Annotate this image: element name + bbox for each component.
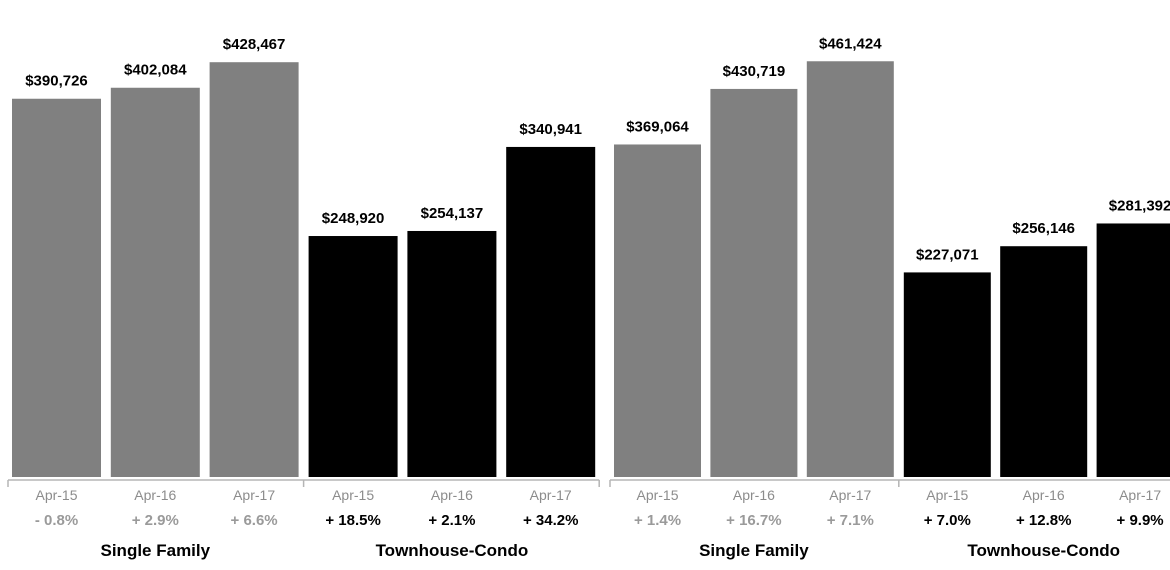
bar-townhouse-condo-0-1 <box>407 230 497 477</box>
percent-change-label: + 12.8% <box>1016 512 1071 529</box>
percent-change-label: + 18.5% <box>325 512 380 529</box>
bar-townhouse-condo-1-1 <box>1000 246 1088 477</box>
percent-change-label: + 2.9% <box>132 512 179 529</box>
bar-townhouse-condo-0-0 <box>308 236 398 477</box>
bar-single-family-1-1 <box>710 88 798 477</box>
value-label: $256,146 <box>1012 220 1075 237</box>
percent-change-label: + 34.2% <box>523 512 578 529</box>
x-tick-label: Apr-17 <box>1119 487 1161 503</box>
percent-change-label: + 9.9% <box>1117 512 1164 529</box>
value-label: $369,064 <box>626 118 689 135</box>
bar-townhouse-condo-1-0 <box>903 272 991 477</box>
value-label: $402,084 <box>124 62 187 79</box>
value-label: $281,392 <box>1109 197 1170 214</box>
value-label: $340,941 <box>519 121 582 138</box>
group-label: Single Family <box>101 541 211 560</box>
group-label: Townhouse-Condo <box>376 541 529 560</box>
x-tick-label: Apr-17 <box>233 487 275 503</box>
bar-single-family-0-0 <box>12 98 101 477</box>
x-tick-label: Apr-16 <box>733 487 775 503</box>
value-label: $390,726 <box>25 73 88 90</box>
x-tick-label: Apr-17 <box>829 487 871 503</box>
percent-change-label: + 6.6% <box>231 512 278 529</box>
x-tick-label: Apr-15 <box>926 487 968 503</box>
x-tick-label: Apr-16 <box>431 487 473 503</box>
value-label: $428,467 <box>223 36 286 53</box>
x-tick-label: Apr-17 <box>530 487 572 503</box>
bar-townhouse-condo-1-2 <box>1096 223 1170 477</box>
x-tick-label: Apr-15 <box>332 487 374 503</box>
group-label: Single Family <box>699 541 809 560</box>
percent-change-label: - 0.8% <box>35 512 78 529</box>
value-label: $430,719 <box>723 63 786 80</box>
x-tick-label: Apr-16 <box>1023 487 1065 503</box>
value-label: $461,424 <box>819 35 882 52</box>
value-label: $227,071 <box>916 246 979 263</box>
x-tick-label: Apr-15 <box>35 487 77 503</box>
bar-single-family-0-1 <box>110 87 200 477</box>
percent-change-label: + 16.7% <box>726 512 781 529</box>
percent-change-label: + 7.0% <box>924 512 971 529</box>
group-label: Townhouse-Condo <box>967 541 1120 560</box>
value-label: $254,137 <box>421 205 484 222</box>
percent-change-label: + 7.1% <box>827 512 874 529</box>
percent-change-label: + 2.1% <box>428 512 475 529</box>
bar-single-family-1-0 <box>614 144 701 477</box>
bar-single-family-1-2 <box>806 61 894 478</box>
percent-change-label: + 1.4% <box>634 512 681 529</box>
bar-single-family-0-2 <box>209 62 299 477</box>
x-tick-label: Apr-15 <box>636 487 678 503</box>
value-label: $248,920 <box>322 210 385 227</box>
x-tick-label: Apr-16 <box>134 487 176 503</box>
bar-townhouse-condo-0-2 <box>506 146 596 477</box>
